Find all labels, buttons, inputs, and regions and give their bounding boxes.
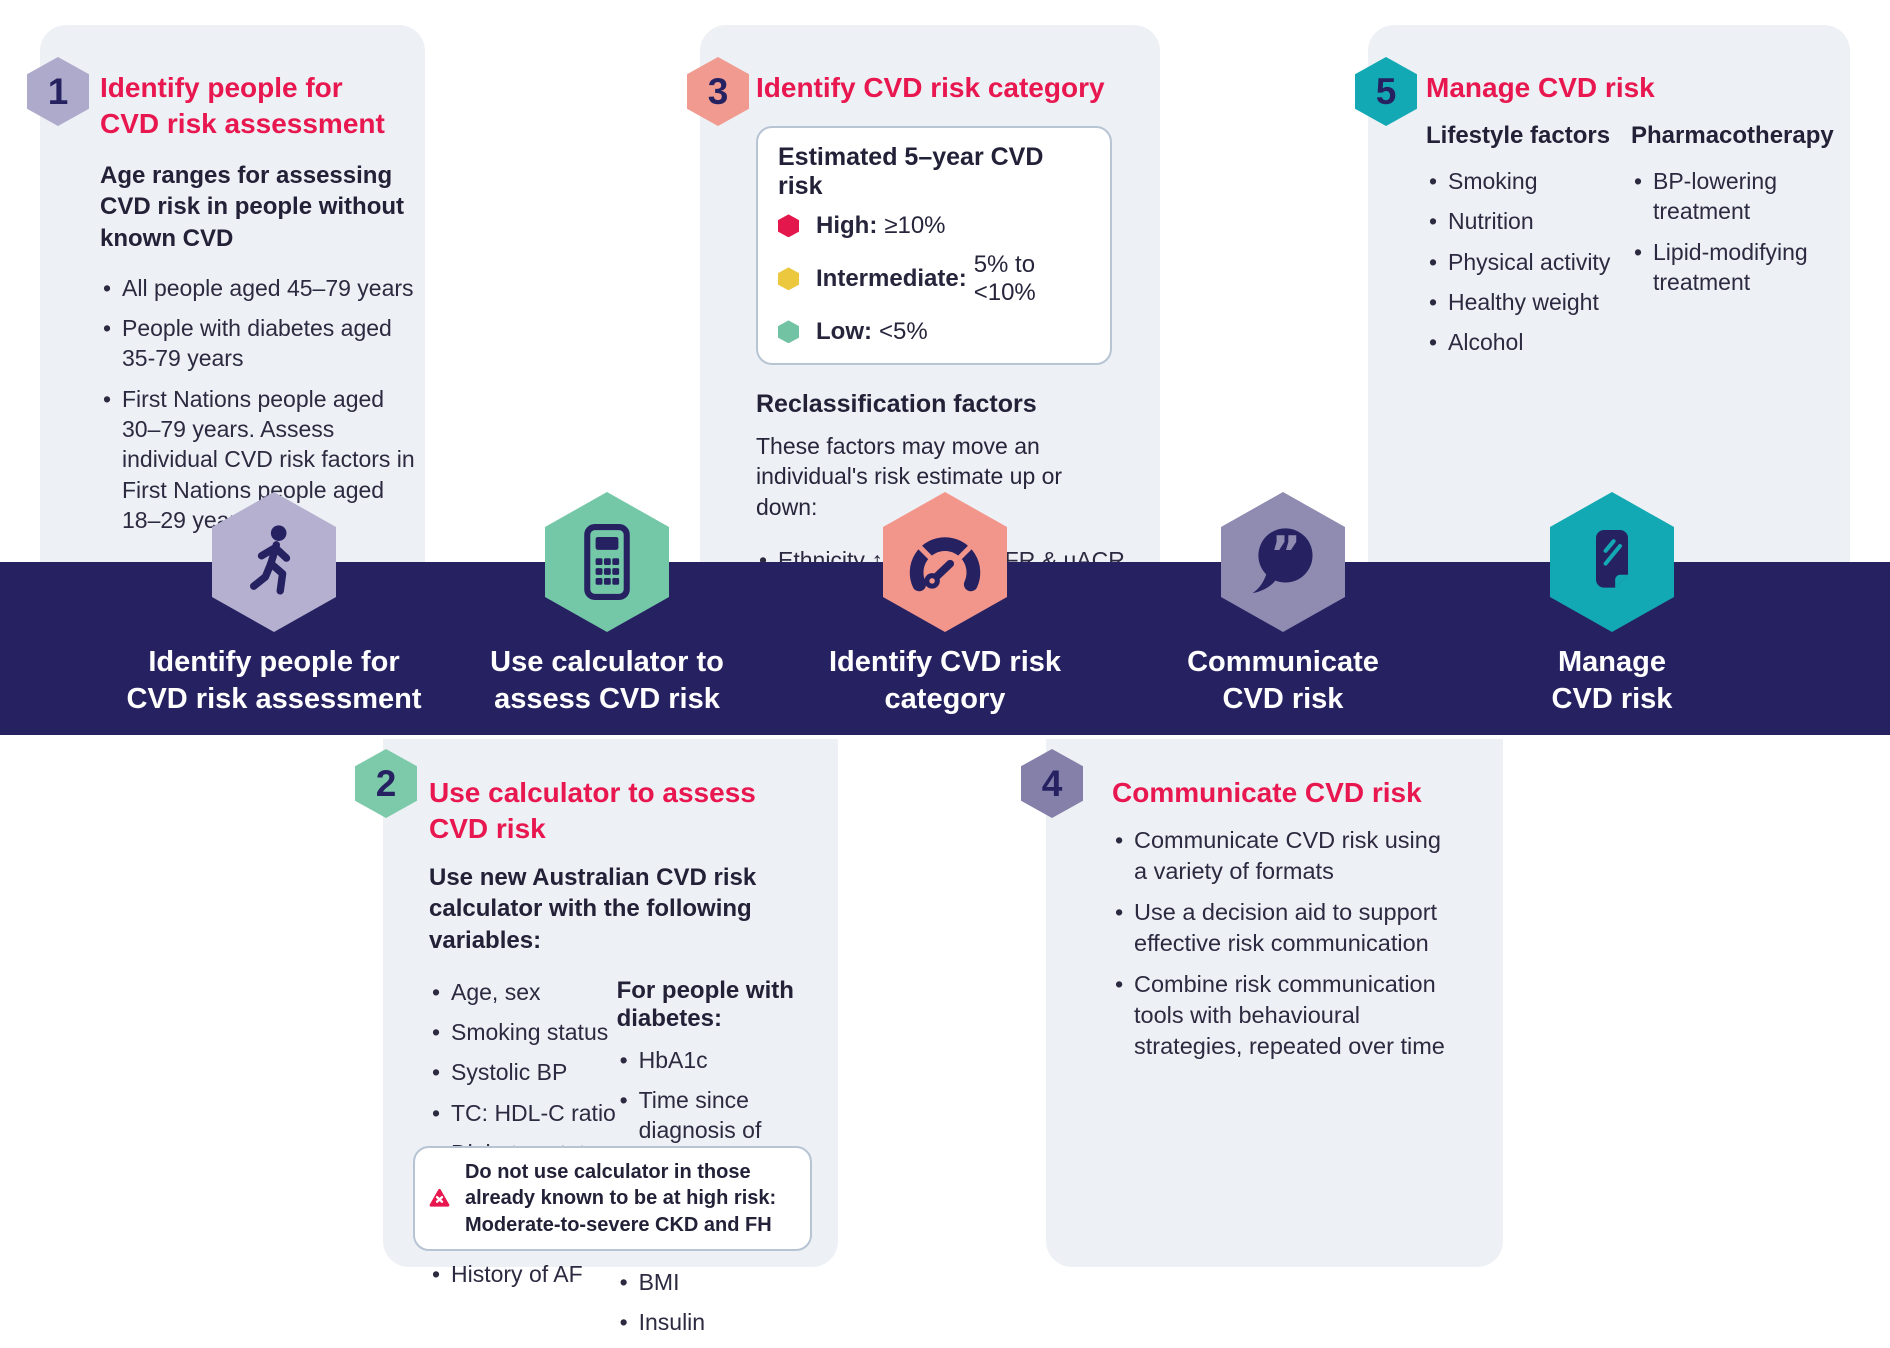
list-item: TC: HDL-C ratio	[429, 1098, 617, 1129]
list-item: BP-lowering treatment	[1631, 166, 1811, 227]
reclassification-intro: These factors may move an individual's r…	[756, 432, 1063, 520]
quote-glyph: ”	[1270, 527, 1301, 582]
step1-subheading: Age ranges for assessing CVD risk in peo…	[100, 161, 405, 252]
list-item: Use a decision aid to support effective …	[1112, 897, 1457, 959]
band-label-line: CVD risk assessment	[126, 683, 422, 716]
risk-box-title: Estimated 5–year CVD risk	[778, 142, 1044, 200]
calculator-warning-box: Do not use calculator in those already k…	[413, 1145, 812, 1251]
high-risk-hexagon-icon	[778, 214, 799, 238]
pharmacotherapy-heading: Pharmacotherapy	[1631, 121, 1834, 149]
list-item: Smoking	[1426, 166, 1631, 197]
band-label-communicate: Communicate CVD risk	[1083, 644, 1483, 718]
list-item: Smoking status	[429, 1017, 617, 1048]
risk-row-low: Low: <5%	[778, 318, 1090, 346]
step1-card: Identify people for CVD risk assessment …	[40, 25, 425, 562]
step3-title: Identify CVD risk category	[756, 72, 1105, 103]
step5-columns: Lifestyle factors Smoking Nutrition Phys…	[1426, 121, 1834, 368]
list-item: HbA1c	[617, 1045, 812, 1076]
calculator-icon	[584, 524, 630, 600]
list-item: Systolic BP	[429, 1057, 617, 1088]
step2-title-line2: CVD risk	[429, 812, 546, 844]
estimated-risk-box: Estimated 5–year CVD risk High: ≥10% Int…	[756, 125, 1112, 365]
warning-text: Do not use calculator in those already k…	[464, 1160, 777, 1236]
list-item: All people aged 45–79 years	[100, 273, 418, 304]
list-item: Combine risk communication tools with be…	[1112, 969, 1457, 1062]
risk-label: Low:	[816, 317, 872, 345]
band-label-line: assess CVD risk	[494, 683, 720, 716]
document-icon	[1596, 530, 1628, 588]
lifestyle-list: Smoking Nutrition Physical activity Heal…	[1426, 166, 1631, 358]
band-label-identify-people: Identify people for CVD risk assessment	[74, 644, 474, 718]
band-label-manage: Manage CVD risk	[1412, 644, 1812, 718]
step5-title: Manage CVD risk	[1426, 72, 1655, 103]
gauge-icon	[909, 537, 981, 592]
risk-value: ≥10%	[884, 211, 946, 239]
band-label-line: Identify people for	[148, 646, 400, 678]
cvd-risk-infographic: { "colors": { "accent_heading": "#e8174f…	[0, 0, 1890, 1307]
risk-row-intermediate: Intermediate: 5% to <10%	[778, 251, 1090, 307]
step2-number-badge: 2	[355, 749, 417, 818]
walking-person-icon	[250, 525, 291, 595]
step3-card: Identify CVD risk category Estimated 5–y…	[700, 25, 1160, 674]
step-number: 5	[1375, 70, 1397, 112]
band-label-line: Identify CVD risk	[828, 646, 1062, 678]
band-label-use-calculator: Use calculator to assess CVD risk	[407, 644, 807, 718]
step-number: 1	[47, 70, 69, 112]
band-label-line: category	[884, 683, 1006, 716]
step4-card: Communicate CVD risk Communicate CVD ris…	[1046, 739, 1503, 1267]
list-item: Nutrition	[1426, 206, 1631, 237]
list-item: Lipid-modifying treatment	[1631, 237, 1811, 298]
list-item: People with diabetes aged 35-79 years	[100, 313, 418, 374]
step-number: 3	[707, 70, 729, 112]
list-item: Healthy weight	[1426, 287, 1631, 318]
diabetes-heading: For people with diabetes:	[616, 976, 794, 1032]
step4-title: Communicate CVD risk	[1112, 777, 1422, 808]
risk-value: 5% to <10%	[973, 250, 1036, 306]
list-item: Physical activity	[1426, 247, 1631, 278]
band-label-line: CVD risk	[1222, 683, 1344, 716]
risk-value: <5%	[878, 317, 928, 345]
step5-card: Manage CVD risk Lifestyle factors Smokin…	[1368, 25, 1850, 562]
risk-label: High:	[816, 211, 878, 239]
step-number: 4	[1041, 762, 1063, 804]
speech-quote-icon: ”	[1252, 527, 1313, 594]
step-number: 2	[375, 762, 397, 804]
band-label-line: CVD risk	[1551, 683, 1673, 716]
list-item: History of AF	[429, 1259, 617, 1290]
band-label-line: Use calculator to	[490, 646, 724, 678]
intermediate-risk-hexagon-icon	[778, 267, 799, 291]
list-item: Communicate CVD risk using a variety of …	[1112, 825, 1457, 887]
step2-subheading: Use new Australian CVD risk calculator w…	[429, 863, 757, 954]
reclassification-heading: Reclassification factors	[756, 389, 1037, 418]
low-risk-hexagon-icon	[778, 320, 799, 344]
warning-triangle-icon	[429, 1189, 450, 1208]
step5-number-badge: 5	[1355, 57, 1417, 126]
band-label-line: Manage	[1558, 646, 1666, 678]
risk-label: Intermediate:	[816, 264, 967, 292]
step2-title: Use calculator to assess CVD risk	[429, 775, 812, 847]
risk-row-high: High: ≥10%	[778, 212, 1090, 240]
step4-bullet-list: Communicate CVD risk using a variety of …	[1112, 825, 1457, 1062]
step4-number-badge: 4	[1021, 749, 1083, 818]
list-item: First Nations people aged 30–79 years. A…	[100, 384, 418, 536]
list-item: Age, sex	[429, 977, 617, 1008]
lifestyle-column: Lifestyle factors Smoking Nutrition Phys…	[1426, 122, 1631, 368]
step2-card: Use calculator to assess CVD risk Use ne…	[383, 739, 838, 1338]
step1-title-line1: Identify people for	[100, 72, 343, 103]
band-label-risk-category: Identify CVD risk category	[745, 644, 1145, 718]
band-label-line: Communicate	[1187, 646, 1379, 678]
pharmacotherapy-list: BP-lowering treatment Lipid-modifying tr…	[1631, 166, 1811, 297]
lifestyle-heading: Lifestyle factors	[1426, 121, 1611, 149]
step1-title-line2: CVD risk assessment	[100, 107, 385, 139]
pharmacotherapy-column: Pharmacotherapy BP-lowering treatment Li…	[1631, 121, 1834, 368]
step1-bullet-list: All people aged 45–79 years People with …	[100, 273, 418, 536]
list-item: BMI	[617, 1267, 812, 1298]
list-item: Alcohol	[1426, 327, 1631, 358]
step1-title: Identify people for CVD risk assessment	[100, 70, 397, 142]
list-item: Insulin	[617, 1307, 812, 1338]
step2-title-line1: Use calculator to assess	[429, 777, 756, 808]
